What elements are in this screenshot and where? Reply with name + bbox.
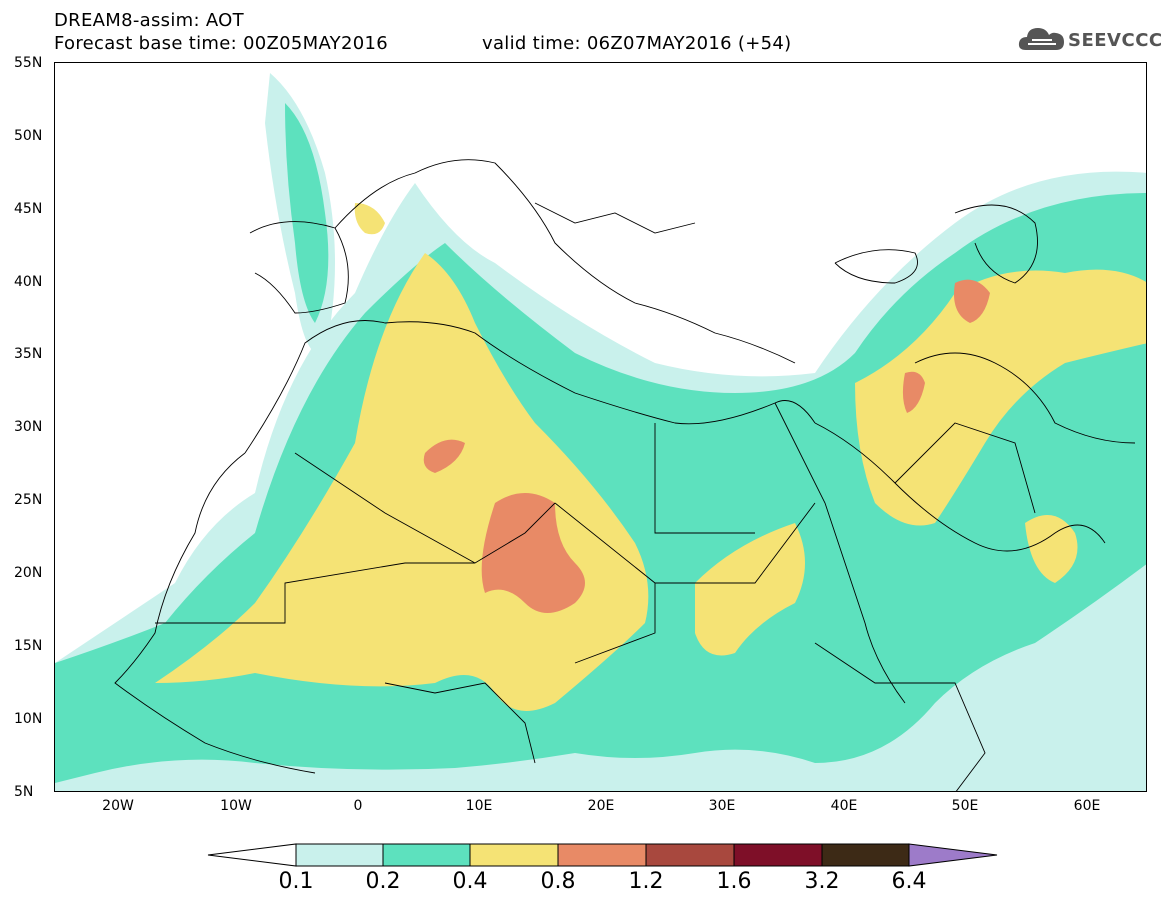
lat-label-30n: 30N xyxy=(14,419,43,435)
colorbar-label-0.4: 0.4 xyxy=(452,869,488,894)
lat-label-20n: 20N xyxy=(14,565,43,581)
colorbar-bin-3.2-6.4 xyxy=(821,843,910,867)
aot-band-0.4-east xyxy=(855,269,1146,526)
colorbar-label-3.2: 3.2 xyxy=(804,869,840,894)
lat-label-50n: 50N xyxy=(14,128,43,144)
aot-map xyxy=(55,73,1146,791)
border-nigeria xyxy=(384,682,536,764)
colorbar-bin-0.1-0.2 xyxy=(295,843,384,867)
seevccc-logo: SEEVCCC xyxy=(1018,24,1162,58)
lon-label-60e: 60E xyxy=(1073,798,1101,814)
map-title: DREAM8-assim: AOT xyxy=(54,10,244,31)
lon-label-40e: 40E xyxy=(830,798,858,814)
lon-label-10w: 10W xyxy=(220,798,252,814)
border-sudan xyxy=(655,502,816,584)
lon-label-20w: 20W xyxy=(102,798,134,814)
border-sahel xyxy=(155,562,475,624)
logo-text: SEEVCCC xyxy=(1068,30,1163,51)
colorbar-over-arrow xyxy=(908,843,998,867)
border-black-sea xyxy=(834,249,918,284)
aot-band-0.8-iraq xyxy=(902,371,925,413)
lat-label-35n: 35N xyxy=(14,346,43,362)
colorbar-label-1.6: 1.6 xyxy=(716,869,752,894)
colorbar-under-arrow xyxy=(207,843,297,867)
cloud-icon xyxy=(1018,28,1064,50)
colorbar-bin-1.2-1.6 xyxy=(645,843,735,867)
coastline-red-sea xyxy=(774,402,906,704)
aot-band-0.2-west xyxy=(285,103,329,323)
map-panel xyxy=(54,62,1147,792)
coastline-iberia xyxy=(249,221,349,314)
colorbar-label-6.4: 6.4 xyxy=(891,869,927,894)
border-libya-egypt xyxy=(654,423,755,534)
aot-band-0.8-algeria xyxy=(423,439,465,473)
border-iran xyxy=(914,352,1136,444)
colorbar-label-0.2: 0.2 xyxy=(365,869,401,894)
lon-label-10e: 10E xyxy=(465,798,493,814)
colorbar xyxy=(207,843,998,867)
colorbar-label-1.2: 1.2 xyxy=(628,869,664,894)
lat-label-25n: 25N xyxy=(14,492,43,508)
colorbar-bin-0.8-1.2 xyxy=(557,843,647,867)
border-east-africa xyxy=(814,642,986,791)
lat-label-55n: 55N xyxy=(14,55,43,71)
coastline-west-africa xyxy=(114,452,316,774)
lat-label-15n: 15N xyxy=(14,638,43,654)
border-balkans xyxy=(534,202,696,234)
border-caspian xyxy=(954,204,1038,284)
aot-band-0.8-iran xyxy=(954,279,990,323)
lat-label-5n: 5N xyxy=(14,784,34,800)
lon-label-20e: 20E xyxy=(587,798,615,814)
aot-band-0.8-chad xyxy=(481,493,585,613)
colorbar-bin-0.2-0.4 xyxy=(382,843,471,867)
lat-label-10n: 10N xyxy=(14,711,43,727)
coastline-arabia xyxy=(814,422,1106,552)
lat-label-45n: 45N xyxy=(14,201,43,217)
lon-label-50e: 50E xyxy=(951,798,979,814)
valid-time: valid time: 06Z07MAY2016 (+54) xyxy=(482,33,792,54)
coastline-north-africa xyxy=(244,320,816,454)
colorbar-bin-0.4-0.8 xyxy=(469,843,559,867)
colorbar-label-0.1: 0.1 xyxy=(278,869,314,894)
aot-band-0.4-arabia xyxy=(695,523,805,656)
border-chad xyxy=(554,502,656,664)
country-borders xyxy=(114,159,1136,791)
aot-band-0.4-oman xyxy=(1025,515,1078,583)
border-saudi xyxy=(894,422,1036,514)
aot-band-0.4-iberia xyxy=(354,203,385,235)
lon-label-30e: 30E xyxy=(708,798,736,814)
aot-contour-fills xyxy=(55,73,1146,791)
colorbar-bin-1.6-3.2 xyxy=(733,843,823,867)
colorbar-label-0.8: 0.8 xyxy=(540,869,576,894)
coastline-europe xyxy=(334,159,796,364)
forecast-base-time: Forecast base time: 00Z05MAY2016 xyxy=(54,33,388,54)
lat-label-40n: 40N xyxy=(14,274,43,290)
lon-label-0: 0 xyxy=(353,798,363,814)
